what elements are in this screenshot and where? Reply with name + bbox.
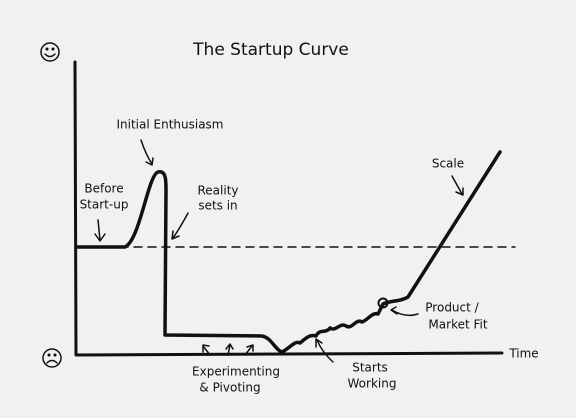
annotation: sets in <box>198 199 237 213</box>
arrows <box>94 139 464 363</box>
annotation: Product / <box>425 301 479 315</box>
annotation: Starts <box>352 361 388 375</box>
axes <box>73 60 504 357</box>
annotation: Working <box>348 377 397 391</box>
annotation: Initial Enthusiasm <box>116 118 223 132</box>
annotation: Reality <box>197 184 238 198</box>
annotation: & Pivoting <box>199 381 260 395</box>
startup-curve <box>75 150 502 354</box>
title: The Startup Curve <box>192 40 349 60</box>
annotation: Start-up <box>80 198 129 212</box>
sad-face <box>42 348 62 368</box>
annotation: Market Fit <box>428 318 487 332</box>
fit-point <box>377 297 389 309</box>
annotation: Experimenting <box>192 365 280 379</box>
annotation: Scale <box>432 157 464 171</box>
happy-face <box>40 42 60 62</box>
x-axis-label: Time <box>508 347 538 361</box>
annotation: Before <box>84 182 123 196</box>
